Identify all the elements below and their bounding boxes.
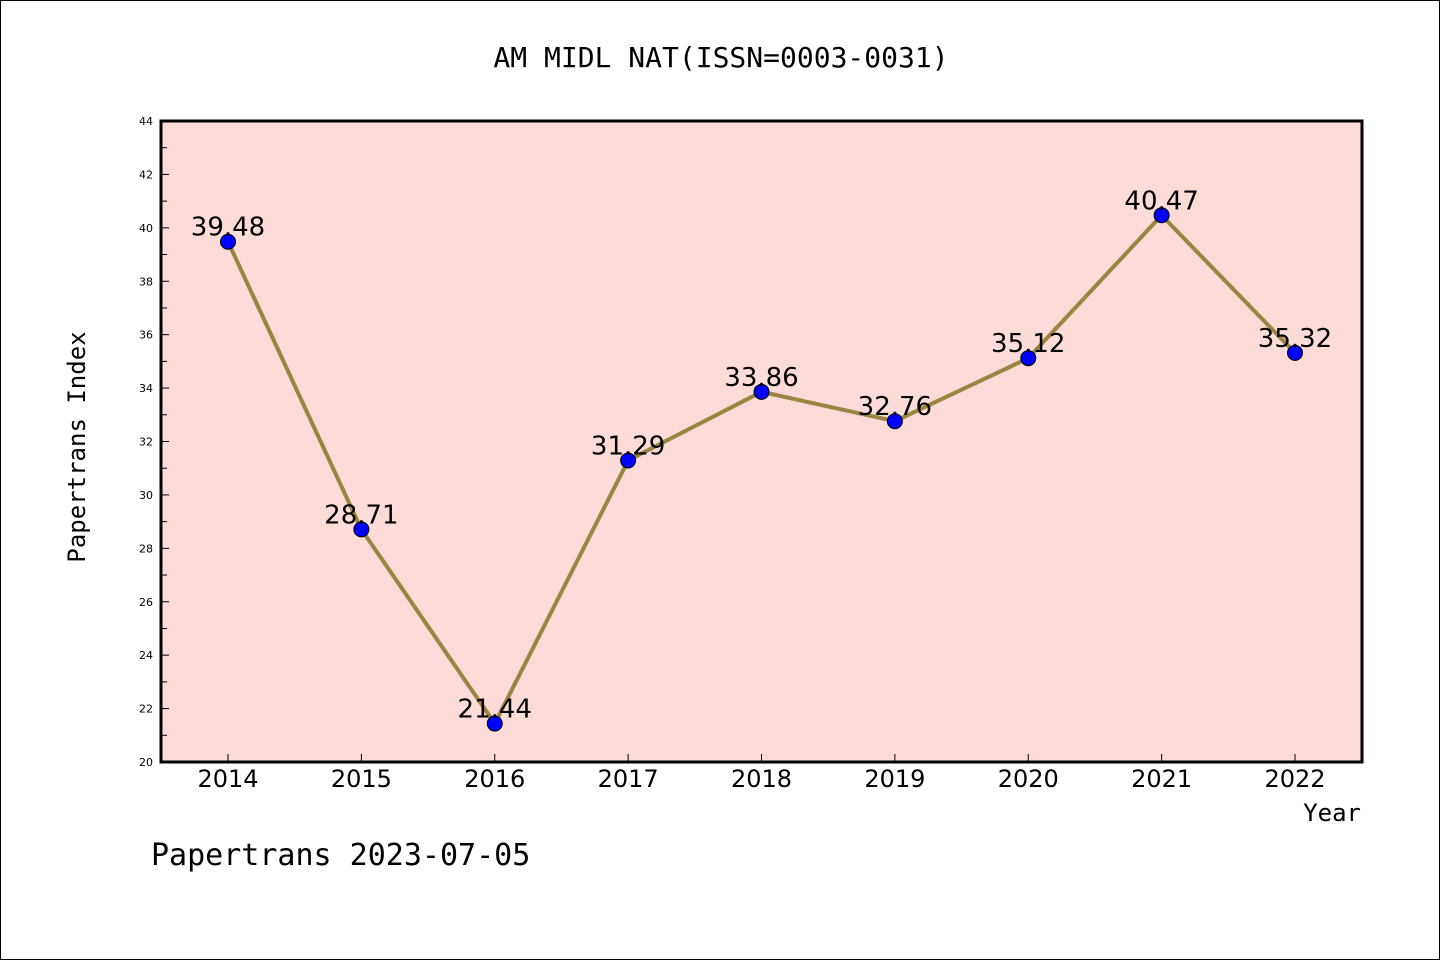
data-label: 28.71: [324, 500, 398, 530]
data-point: [1287, 344, 1303, 361]
data-labels: 39.48 28.71 21.44 31.29 33.86 32.76 35.12 40.47…: [191, 186, 1332, 724]
x-tick-label: 2022: [1264, 765, 1325, 793]
data-label: 35.12: [991, 329, 1065, 359]
y-axis-ticks: 20 22 24 26 28 30 32 34 36 38 40 42 44: [139, 115, 169, 769]
footer-text: Papertrans 2023-07-05: [151, 838, 530, 873]
data-label: 21.44: [458, 695, 532, 725]
plot-area: [161, 121, 1362, 762]
data-point: [620, 452, 637, 469]
data-label: 31.29: [591, 431, 665, 461]
x-tick-label: 2014: [197, 765, 258, 793]
plot-border: [159, 119, 1364, 764]
data-label: 33.86: [724, 363, 798, 393]
y-axis-label: Papertrans Index: [63, 331, 91, 562]
x-tick-label: 2019: [864, 765, 925, 793]
data-point: [353, 521, 370, 538]
x-tick-label: 2020: [998, 765, 1059, 793]
data-point: [1020, 350, 1037, 367]
x-tick-label: 2021: [1131, 765, 1192, 793]
y-tick-label: 22: [139, 703, 153, 716]
x-tick-label: 2015: [331, 765, 392, 793]
y-tick-label: 26: [139, 596, 153, 609]
y-tick-label: 32: [139, 436, 153, 449]
x-axis-label: Year: [1303, 799, 1361, 827]
data-point: [486, 715, 503, 732]
y-tick-label: 30: [139, 489, 153, 502]
data-label: 32.76: [858, 392, 932, 422]
x-axis-ticks: 2014 2015 2016 2017 2018 2019 2020 2021 2022: [197, 754, 1326, 793]
y-tick-label: 42: [139, 168, 153, 181]
x-tick-label: 2017: [598, 765, 659, 793]
y-tick-label: 40: [139, 222, 153, 235]
y-tick-label: 24: [139, 649, 153, 662]
data-point: [886, 413, 903, 430]
data-point: [220, 233, 236, 250]
y-tick-label: 28: [139, 542, 153, 555]
y-tick-label: 38: [139, 275, 153, 288]
series-layer: [220, 207, 1303, 732]
data-label: 35.32: [1258, 324, 1332, 354]
x-tick-label: 2016: [464, 765, 525, 793]
y-tick-label: 20: [139, 756, 153, 769]
data-label: 39.48: [191, 213, 265, 243]
y-tick-label: 34: [139, 382, 153, 395]
data-label: 40.47: [1124, 186, 1198, 216]
data-point: [1153, 207, 1170, 224]
chart-title: AM MIDL NAT(ISSN=0003-0031): [493, 41, 948, 74]
x-tick-label: 2018: [731, 765, 792, 793]
y-tick-label: 36: [139, 329, 153, 342]
y-tick-label: 44: [139, 115, 153, 128]
data-point: [753, 383, 770, 400]
